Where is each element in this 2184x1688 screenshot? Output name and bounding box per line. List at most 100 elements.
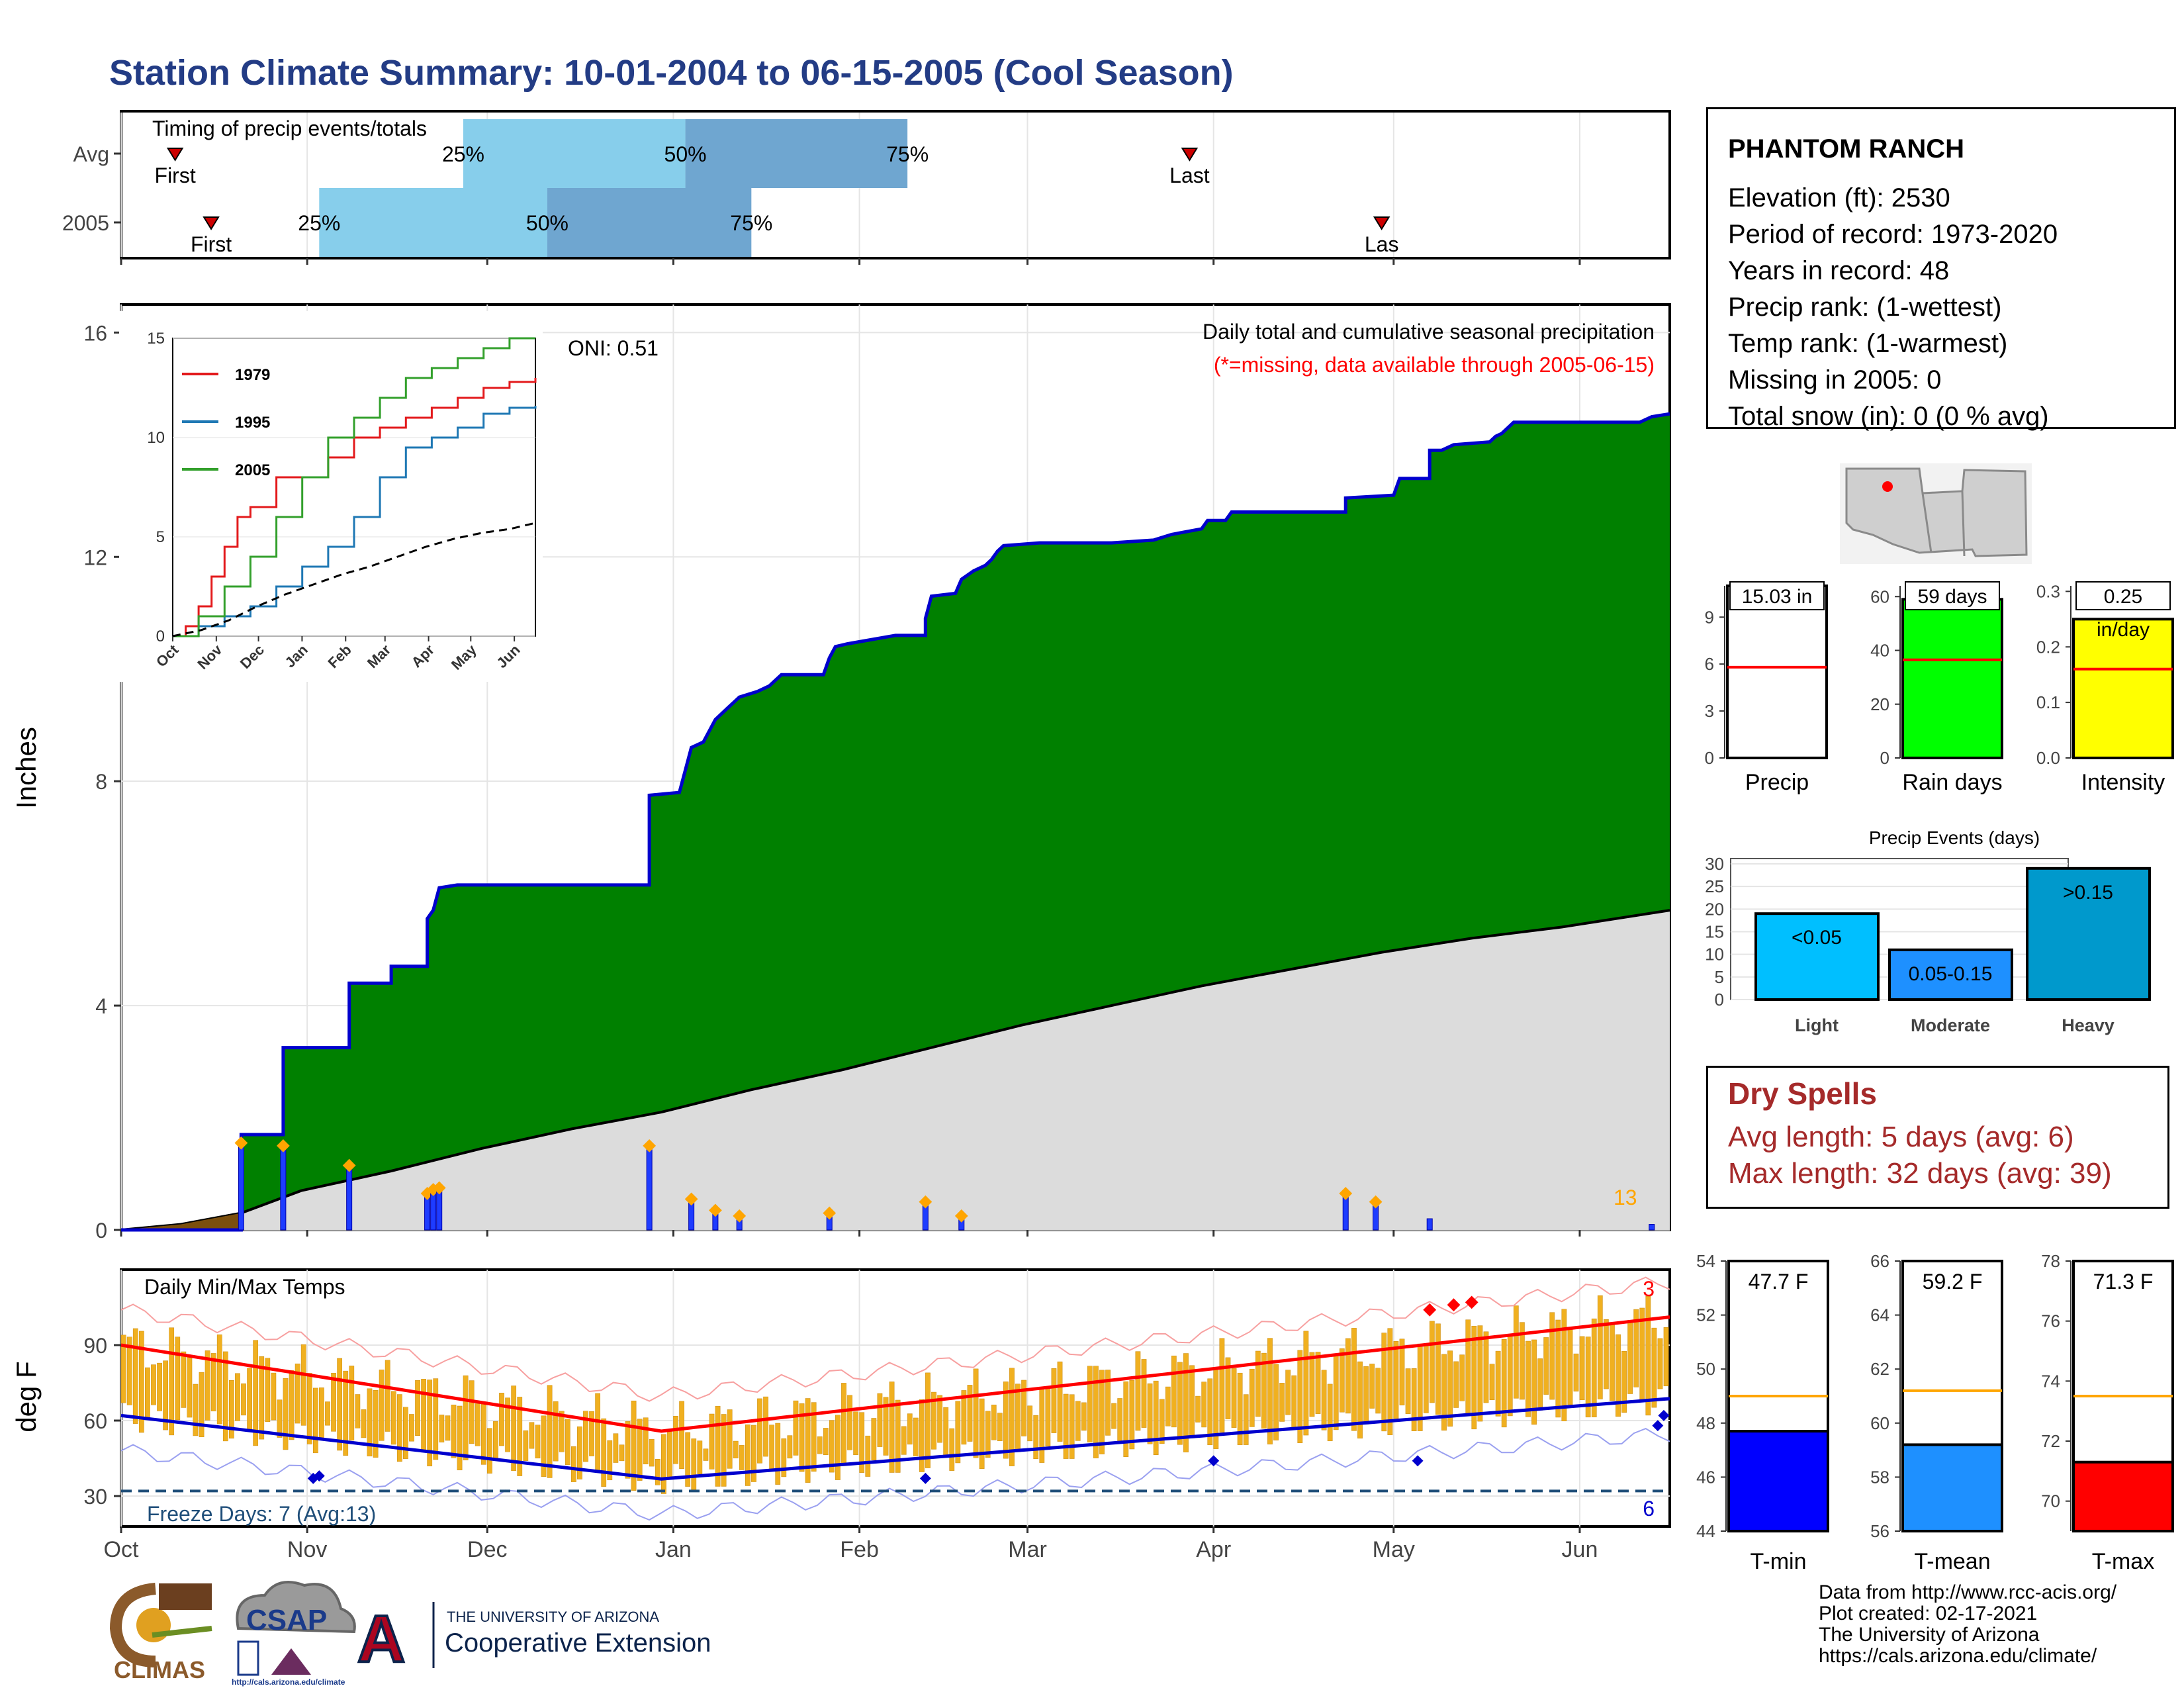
daily-temp-bar: [1213, 1367, 1219, 1449]
month-tick-label: Jan: [655, 1537, 692, 1562]
daily-temp-bar: [1093, 1366, 1099, 1458]
daily-precip-bar: [346, 1165, 353, 1231]
daily-temp-bar: [1081, 1402, 1087, 1431]
daily-temp-bar: [1075, 1401, 1081, 1441]
daily-temp-bar: [277, 1399, 283, 1438]
daily-temp-bar: [1591, 1318, 1597, 1417]
daily-temp-bar: [1435, 1323, 1441, 1415]
precip-ytick-label: 0: [95, 1219, 107, 1243]
daily-temp-bar: [475, 1403, 480, 1446]
daily-temp-bar: [865, 1435, 871, 1477]
daily-precip-marker: [919, 1195, 933, 1209]
timing-bar-25-50: [319, 188, 547, 257]
daily-temp-bar: [271, 1372, 277, 1421]
timing-title: Timing of precip events/totals: [152, 117, 427, 140]
daily-temp-bar: [745, 1424, 751, 1486]
daily-temp-bar: [577, 1426, 582, 1479]
daily-precip-marker: [823, 1206, 837, 1220]
daily-temp-bar: [379, 1370, 385, 1441]
events-ytick-label: 5: [1715, 967, 1724, 987]
daily-temp-bar: [1177, 1362, 1183, 1445]
daily-temp-bar: [361, 1409, 367, 1438]
csap-logo-url: http://cals.arizona.edu/climate: [232, 1677, 345, 1687]
daily-temp-bar: [151, 1364, 156, 1405]
daily-temp-bar: [841, 1383, 846, 1466]
daily-temp-bar: [265, 1358, 271, 1423]
events-ytick-label: 10: [1705, 945, 1724, 964]
events-bar-value: <0.05: [1792, 927, 1842, 949]
daily-temp-bar: [691, 1438, 697, 1491]
temp-bar-ytick-label: 48: [1696, 1413, 1715, 1433]
temp-bar-label: T-min: [1751, 1549, 1807, 1574]
temp-bar-label: T-mean: [1914, 1549, 1990, 1574]
daily-temp-bar: [1633, 1309, 1639, 1387]
month-tick-label: Apr: [1196, 1537, 1231, 1562]
daily-temp-bar: [210, 1353, 216, 1411]
avg-max-line: [120, 1315, 1670, 1433]
daily-precip-marker: [1369, 1195, 1383, 1209]
daily-temp-bar: [175, 1336, 181, 1421]
temp-bar-T-min: [1727, 1430, 1829, 1533]
daily-temp-bar: [1261, 1352, 1267, 1429]
daily-temp-bar: [631, 1400, 637, 1491]
daily-temp-bar: [1610, 1325, 1615, 1401]
daily-temp-bar: [1651, 1327, 1657, 1408]
timing-bar-25-50: [463, 119, 686, 188]
daily-temp-bar: [403, 1407, 408, 1459]
events-ytick-label: 0: [1715, 990, 1724, 1009]
timing-row-label: Avg: [73, 142, 109, 166]
daily-temp-bar: [565, 1419, 570, 1466]
daily-temp-bar: [859, 1412, 865, 1473]
events-category-label: Heavy: [2062, 1015, 2115, 1035]
daily-temp-bar: [1021, 1380, 1026, 1436]
daily-temp-bar: [847, 1395, 852, 1450]
events-ytick-label: 25: [1705, 876, 1724, 896]
daily-temp-bar: [877, 1393, 883, 1447]
temp-bar-group: 70 72 74 76 78 71.3 F T-max: [2041, 1251, 2174, 1574]
daily-temp-bar: [619, 1444, 625, 1462]
daily-temp-bar: [541, 1415, 547, 1477]
credits: Data from http://www.rcc-acis.org/ Plot …: [1819, 1582, 2116, 1667]
summary-bar-Intensity: [2072, 618, 2174, 759]
oni-label: ONI: 0.51: [568, 336, 659, 360]
station-years: Years in record: 48: [1728, 256, 1950, 285]
cumulative-avg-area: [121, 910, 1670, 1230]
temp-bar-ytick-label: 76: [2041, 1311, 2060, 1331]
cumulative-avg-line: [120, 909, 1670, 1231]
daily-temp-bar: [505, 1397, 510, 1452]
hot-days-count: 3: [1643, 1277, 1655, 1301]
daily-temp-bar: [229, 1380, 234, 1439]
csap-logo: CSAP http://cals.arizona.edu/climate: [232, 1581, 356, 1687]
inset-series-1995: [173, 406, 537, 637]
daily-temp-bar: [811, 1402, 817, 1472]
summary-ytick-label: 0.3: [2036, 581, 2060, 601]
ua-logo-top: THE UNIVERSITY OF ARIZONA: [447, 1609, 659, 1625]
daily-temp-bar: [733, 1440, 739, 1459]
avg-min-line: [120, 1397, 1670, 1481]
daily-temp-bar: [919, 1399, 925, 1472]
daily-temp-bar: [1321, 1370, 1327, 1430]
daily-temp-bar: [343, 1370, 349, 1456]
daily-temp-bar: [781, 1438, 787, 1477]
events-bar-Heavy: [2026, 867, 2151, 1002]
daily-temp-bar: [1003, 1382, 1009, 1459]
daily-temp-bar: [517, 1397, 523, 1476]
daily-temp-bar: [805, 1398, 811, 1483]
timing-first-label: First: [155, 164, 196, 187]
daily-temp-bar: [355, 1394, 361, 1429]
daily-temp-bar: [1411, 1368, 1417, 1431]
daily-temp-bar: [1369, 1364, 1375, 1409]
daily-temp-bar: [607, 1440, 613, 1481]
daily-temp-bar: [193, 1383, 199, 1436]
summary-ytick-label: 0: [1880, 748, 1889, 768]
daily-temp-bar: [1363, 1366, 1369, 1425]
daily-temp-bar: [253, 1340, 259, 1446]
summary-ytick-label: 0.1: [2036, 692, 2060, 712]
daily-temp-bar: [1165, 1386, 1171, 1427]
dry-spells-max: Max length: 32 days (avg: 39): [1728, 1157, 2112, 1190]
daily-temp-bar: [187, 1354, 193, 1418]
month-tick-label: Mar: [1008, 1537, 1047, 1562]
cumulative-2005-line: [121, 412, 1670, 1232]
daily-temp-bar: [1345, 1338, 1351, 1414]
